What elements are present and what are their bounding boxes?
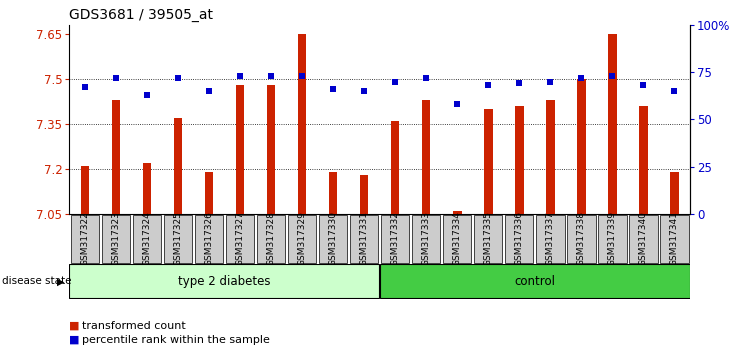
Bar bbox=[391, 121, 399, 214]
FancyBboxPatch shape bbox=[71, 215, 99, 263]
FancyBboxPatch shape bbox=[257, 215, 285, 263]
Point bbox=[203, 88, 215, 94]
Text: ▶: ▶ bbox=[57, 276, 64, 286]
Bar bbox=[639, 106, 648, 214]
Text: GSM317335: GSM317335 bbox=[484, 211, 493, 267]
Bar bbox=[484, 109, 493, 214]
Text: GSM317328: GSM317328 bbox=[266, 211, 275, 267]
Bar bbox=[670, 172, 679, 214]
Bar bbox=[80, 166, 89, 214]
Bar bbox=[266, 85, 275, 214]
Text: GSM317333: GSM317333 bbox=[422, 211, 431, 267]
Text: GSM317329: GSM317329 bbox=[298, 211, 307, 267]
FancyBboxPatch shape bbox=[319, 215, 347, 263]
FancyBboxPatch shape bbox=[381, 215, 410, 263]
Text: GSM317325: GSM317325 bbox=[174, 211, 182, 267]
Point bbox=[79, 85, 91, 90]
Point bbox=[234, 73, 246, 79]
Text: GSM317324: GSM317324 bbox=[142, 212, 151, 266]
Bar bbox=[142, 163, 151, 214]
Text: GSM317341: GSM317341 bbox=[670, 211, 679, 267]
Text: GSM317322: GSM317322 bbox=[80, 212, 89, 266]
FancyBboxPatch shape bbox=[598, 215, 626, 263]
Text: percentile rank within the sample: percentile rank within the sample bbox=[82, 335, 270, 345]
Point bbox=[389, 79, 401, 84]
Point bbox=[669, 88, 680, 94]
FancyBboxPatch shape bbox=[443, 215, 472, 263]
Point bbox=[358, 88, 370, 94]
Text: GDS3681 / 39505_at: GDS3681 / 39505_at bbox=[69, 8, 213, 22]
Bar bbox=[328, 172, 337, 214]
Point bbox=[575, 75, 587, 81]
Bar bbox=[453, 211, 461, 214]
Point bbox=[296, 73, 308, 79]
Bar bbox=[174, 118, 182, 214]
FancyBboxPatch shape bbox=[195, 215, 223, 263]
Text: transformed count: transformed count bbox=[82, 321, 186, 331]
FancyBboxPatch shape bbox=[629, 215, 658, 263]
Text: control: control bbox=[514, 275, 556, 288]
FancyBboxPatch shape bbox=[380, 264, 690, 298]
Bar bbox=[204, 172, 213, 214]
FancyBboxPatch shape bbox=[133, 215, 161, 263]
Text: GSM317339: GSM317339 bbox=[608, 211, 617, 267]
Text: GSM317336: GSM317336 bbox=[515, 211, 523, 267]
FancyBboxPatch shape bbox=[226, 215, 254, 263]
FancyBboxPatch shape bbox=[474, 215, 502, 263]
Point bbox=[637, 82, 649, 88]
FancyBboxPatch shape bbox=[567, 215, 596, 263]
FancyBboxPatch shape bbox=[101, 215, 130, 263]
Text: GSM317330: GSM317330 bbox=[328, 211, 337, 267]
Text: GSM317332: GSM317332 bbox=[391, 211, 399, 267]
Point bbox=[172, 75, 184, 81]
Point bbox=[513, 81, 525, 86]
Text: GSM317334: GSM317334 bbox=[453, 211, 461, 267]
Bar bbox=[360, 175, 369, 214]
FancyBboxPatch shape bbox=[660, 215, 688, 263]
Point bbox=[607, 73, 618, 79]
Bar bbox=[298, 34, 307, 214]
FancyBboxPatch shape bbox=[536, 215, 564, 263]
Bar bbox=[236, 85, 245, 214]
Bar bbox=[515, 106, 523, 214]
Bar bbox=[608, 34, 617, 214]
FancyBboxPatch shape bbox=[69, 264, 379, 298]
Point bbox=[451, 102, 463, 107]
Text: GSM317337: GSM317337 bbox=[546, 211, 555, 267]
Text: GSM317326: GSM317326 bbox=[204, 211, 213, 267]
FancyBboxPatch shape bbox=[164, 215, 192, 263]
FancyBboxPatch shape bbox=[505, 215, 534, 263]
Text: GSM317338: GSM317338 bbox=[577, 211, 585, 267]
Bar bbox=[546, 100, 555, 214]
Point bbox=[420, 75, 432, 81]
FancyBboxPatch shape bbox=[412, 215, 440, 263]
Text: ■: ■ bbox=[69, 335, 80, 345]
Text: GSM317331: GSM317331 bbox=[360, 211, 369, 267]
Text: GSM317327: GSM317327 bbox=[236, 211, 245, 267]
Text: disease state: disease state bbox=[2, 276, 72, 286]
Point bbox=[483, 82, 494, 88]
FancyBboxPatch shape bbox=[288, 215, 316, 263]
Point bbox=[327, 86, 339, 92]
Text: GSM317340: GSM317340 bbox=[639, 211, 648, 267]
Bar bbox=[577, 79, 585, 214]
Point bbox=[141, 92, 153, 98]
FancyBboxPatch shape bbox=[350, 215, 378, 263]
Bar bbox=[422, 100, 431, 214]
Text: type 2 diabetes: type 2 diabetes bbox=[178, 275, 271, 288]
Text: GSM317323: GSM317323 bbox=[112, 211, 120, 267]
Text: ■: ■ bbox=[69, 321, 80, 331]
Bar bbox=[112, 100, 120, 214]
Point bbox=[545, 79, 556, 84]
Point bbox=[265, 73, 277, 79]
Point bbox=[110, 75, 122, 81]
